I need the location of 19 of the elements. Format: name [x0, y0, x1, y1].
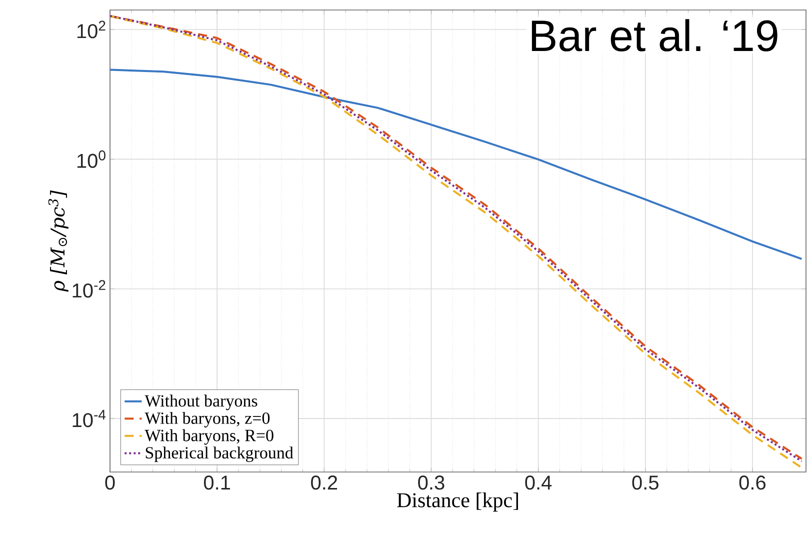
x-tick-label: 0.6: [739, 476, 766, 490]
x-axis-title: Distance [kpc]: [397, 492, 518, 512]
legend-label: Without baryons: [144, 394, 258, 410]
x-tick-label: 0.5: [632, 476, 658, 490]
line-series: [110, 68, 803, 260]
legend-label: Spherical background: [146, 446, 294, 462]
x-tick-label: 0.4: [525, 476, 552, 490]
legend-label: With baryons, R=0: [144, 429, 274, 445]
y-tick-label: 10$^{-2}$: [72, 280, 106, 298]
y-tick-label: 10$^{0}$: [77, 150, 106, 168]
y-tick-label: 10$^{-4}$: [72, 410, 106, 428]
y-axis-title: ρ [M$_{⊙}$/pc$^{3}$]: [48, 190, 68, 292]
x-tick-label: 0.3: [418, 476, 444, 490]
x-tick-label: 0.1: [204, 476, 230, 490]
annotation: Bar et al. ‘19: [532, 19, 778, 52]
x-tick-label: 0.2: [311, 476, 338, 490]
legend-label: With baryons, z=0: [144, 412, 270, 428]
x-tick-label: 0: [105, 476, 115, 490]
y-tick-label: 10$^{2}$: [77, 20, 106, 38]
